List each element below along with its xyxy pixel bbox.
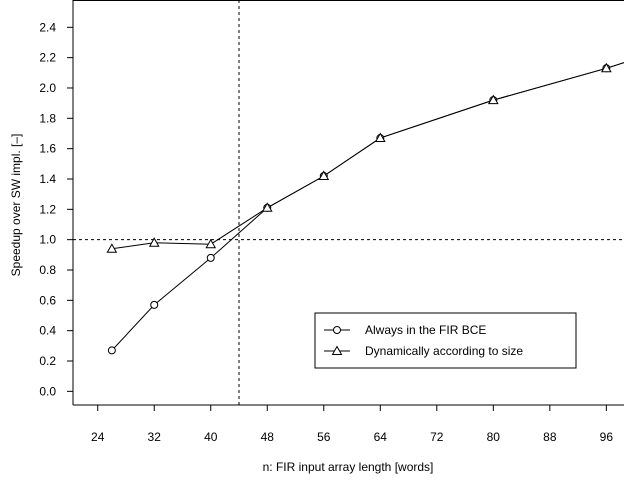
- data-point-triangle: [106, 243, 118, 253]
- data-point-circle: [150, 300, 159, 309]
- y-tick-label: 1.2: [39, 202, 56, 216]
- y-tick-label: 0.2: [39, 354, 56, 368]
- y-tick-label: 0.0: [39, 384, 56, 398]
- legend-label-circle: Always in the FIR BCE: [365, 323, 486, 337]
- x-tick-label: 88: [543, 430, 557, 444]
- data-point-triangle: [205, 238, 217, 249]
- y-tick-label: 1.8: [39, 111, 56, 125]
- x-tick-label: 80: [487, 430, 501, 444]
- y-tick-label: 1.6: [39, 142, 56, 156]
- legend-triangle-icon: [331, 345, 343, 355]
- y-tick-label: 0.6: [39, 293, 56, 307]
- x-tick-label: 96: [600, 430, 614, 444]
- data-point-circle: [206, 253, 215, 262]
- legend-box: [314, 312, 577, 369]
- x-tick-label: 48: [261, 430, 275, 444]
- data-point-triangle: [487, 94, 499, 105]
- y-axis-title: Speedup over SW impl. [–]: [9, 134, 23, 277]
- y-tick-label: 2.0: [39, 81, 56, 95]
- legend: Always in the FIR BCE Dynamically accord…: [314, 312, 577, 369]
- data-point-triangle: [318, 170, 330, 180]
- legend-circle-icon: [333, 326, 341, 334]
- data-point-circle: [107, 346, 116, 355]
- y-tick-label: 0.8: [39, 263, 56, 277]
- x-tick-label: 72: [430, 430, 444, 444]
- x-tick-label: 56: [317, 430, 331, 444]
- x-axis-title: n: FIR input array length [words]: [263, 460, 434, 474]
- x-tick-label: 40: [204, 430, 218, 444]
- legend-label-triangle: Dynamically according to size: [365, 344, 523, 358]
- series-line-circle: [111, 62, 624, 351]
- y-tick-label: 1.0: [39, 233, 56, 247]
- x-tick-label: 32: [148, 430, 162, 444]
- x-tick-label: 24: [91, 430, 105, 444]
- y-tick-label: 1.4: [39, 172, 56, 186]
- series-line-triangle: [111, 62, 624, 250]
- y-tick-label: 2.4: [39, 20, 56, 34]
- y-tick-label: 0.4: [39, 324, 56, 338]
- data-point-triangle: [261, 202, 273, 212]
- y-tick-label: 2.2: [39, 51, 56, 65]
- data-point-triangle: [148, 237, 160, 247]
- x-tick-label: 64: [374, 430, 388, 444]
- data-point-triangle: [374, 132, 386, 143]
- data-point-triangle: [600, 62, 612, 73]
